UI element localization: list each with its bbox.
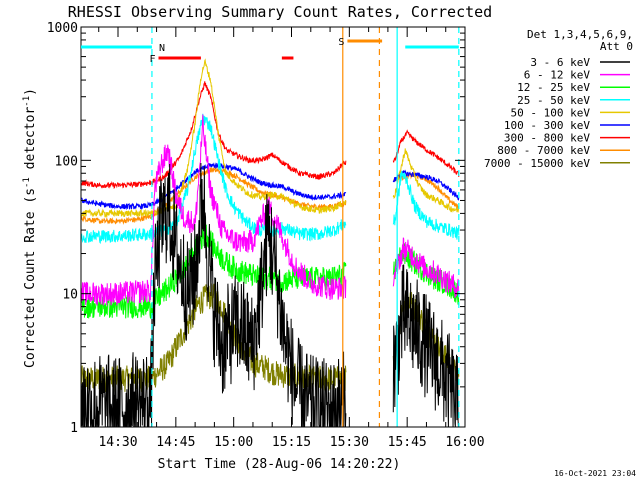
- legend-label-3-6-kev: 3 - 6 keV: [530, 56, 590, 69]
- y-axis-label-main: Corrected Count Rate (s: [23, 188, 38, 368]
- x-tick-label-1445: 14:45: [156, 435, 195, 450]
- series-line-50-100-kev: [81, 58, 460, 219]
- legend-header-line-1: Det 1,3,4,5,6,9,: [527, 28, 633, 41]
- plot-area: [81, 27, 460, 427]
- flag-label-f: F: [149, 54, 155, 65]
- flag-label-s: S: [338, 37, 344, 48]
- y-axis-label-exponent-2: -1: [22, 96, 32, 107]
- y-axis-label-middle: detector: [23, 107, 38, 178]
- y-axis: 1 10 100 1000: [47, 21, 465, 436]
- legend-label-6-12-kev: 6 - 12 keV: [524, 69, 591, 82]
- legend-label-50-100-kev: 50 - 100 keV: [511, 106, 591, 119]
- y-tick-label-1: 1: [70, 421, 78, 436]
- series-line-800-7000-kev: [81, 166, 460, 225]
- legend-header-line-2: Att 0: [600, 40, 633, 53]
- x-axis: 14:30 14:45 15:00 15:15 15:30 15:45 16:00: [98, 27, 485, 450]
- legend-label-300-800-kev: 300 - 800 keV: [504, 132, 590, 145]
- series-line-300-800-kev: [81, 81, 460, 189]
- legend-label-800-7000-kev: 800 - 7000 keV: [497, 144, 590, 157]
- series-line-100-300-kev: [81, 162, 460, 211]
- x-axis-label: Start Time (28-Aug-06 14:20:22): [158, 457, 401, 472]
- flag-label-n: N: [159, 43, 165, 54]
- footer-timestamp: 16-Oct-2021 23:04: [554, 469, 636, 478]
- legend-label-25-50-kev: 25 - 50 keV: [517, 94, 590, 107]
- x-tick-label-1500: 15:00: [214, 435, 253, 450]
- y-tick-label-1000: 1000: [47, 21, 78, 36]
- series-line-6-12-kev: [81, 114, 460, 306]
- y-axis-label-exponent-1: -1: [22, 177, 32, 188]
- legend-label-7000-15000-kev: 7000 - 15000 keV: [484, 157, 590, 170]
- legend-label-100-300-kev: 100 - 300 keV: [504, 119, 590, 132]
- legend-label-12-25-kev: 12 - 25 keV: [517, 81, 590, 94]
- y-axis-label: Corrected Count Rate (s-1 detector-1): [22, 88, 38, 368]
- x-tick-label-1515: 15:15: [272, 435, 311, 450]
- x-tick-label-1530: 15:30: [330, 435, 369, 450]
- y-tick-label-10: 10: [62, 288, 78, 303]
- series-line-25-50-kev: [81, 113, 460, 244]
- x-tick-label-1600: 16:00: [445, 435, 484, 450]
- series-line-3-6-kev: [81, 162, 459, 427]
- x-tick-label-1545: 15:45: [388, 435, 427, 450]
- y-axis-label-end: ): [23, 88, 38, 96]
- chart-title: RHESSI Observing Summary Count Rates, Co…: [68, 3, 492, 21]
- y-tick-label-100: 100: [55, 154, 78, 169]
- plot-frame: [80, 26, 466, 428]
- x-tick-label-1430: 14:30: [98, 435, 137, 450]
